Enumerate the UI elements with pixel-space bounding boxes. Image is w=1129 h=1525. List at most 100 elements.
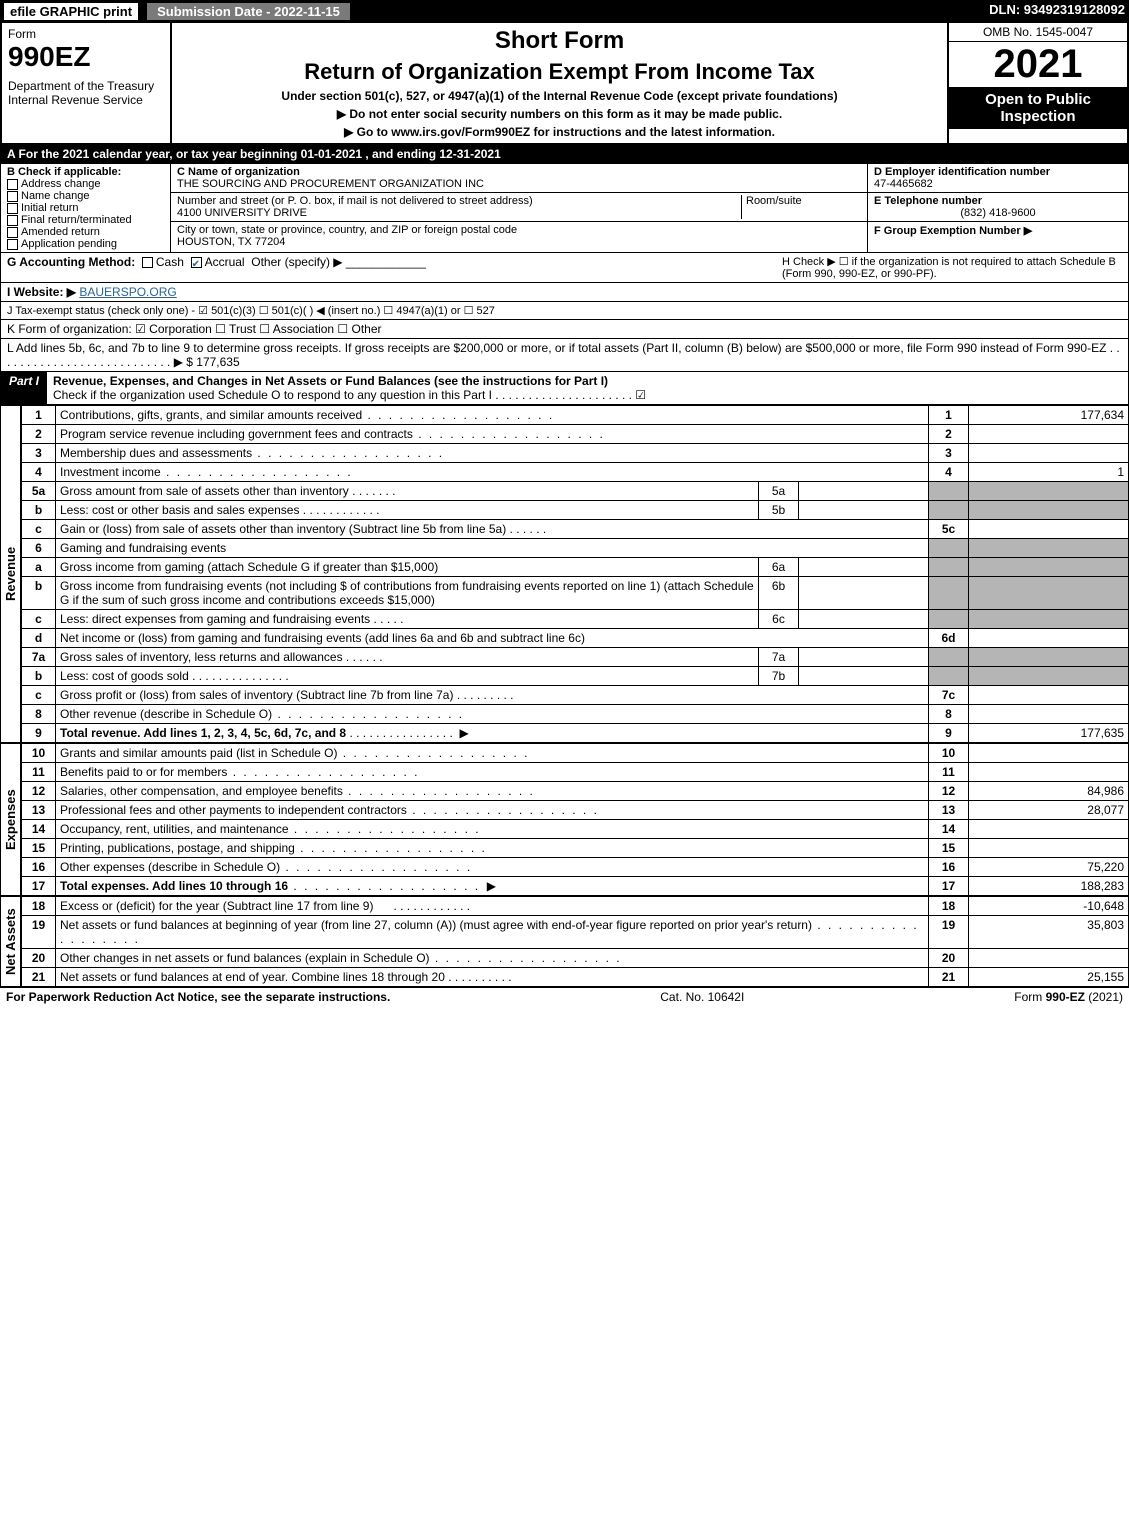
efile-print-label[interactable]: efile GRAPHIC print: [4, 3, 138, 20]
netassets-vert-label: Net Assets: [0, 896, 21, 987]
city-label: City or town, state or province, country…: [177, 224, 517, 236]
checkbox-initial-return[interactable]: Initial return: [7, 202, 164, 214]
under-section-text: Under section 501(c), 527, or 4947(a)(1)…: [178, 89, 941, 103]
g-accrual[interactable]: Accrual: [205, 255, 245, 269]
line-17: 17Total expenses. Add lines 10 through 1…: [22, 877, 1129, 896]
line-13: 13Professional fees and other payments t…: [22, 801, 1129, 820]
h-schedule-b-note: H Check ▶ ☐ if the organization is not r…: [782, 255, 1122, 280]
g-label: G Accounting Method:: [7, 255, 135, 269]
part1-check-o: Check if the organization used Schedule …: [53, 388, 646, 402]
line-7c: cGross profit or (loss) from sales of in…: [22, 686, 1129, 705]
line-8: 8Other revenue (describe in Schedule O)8: [22, 705, 1129, 724]
header-mid: Short Form Return of Organization Exempt…: [172, 23, 947, 143]
tax-year: 2021: [949, 42, 1127, 87]
line-20: 20Other changes in net assets or fund ba…: [22, 949, 1129, 968]
return-title: Return of Organization Exempt From Incom…: [178, 59, 941, 85]
checkbox-application-pending[interactable]: Application pending: [7, 238, 164, 250]
line-7a: 7aGross sales of inventory, less returns…: [22, 648, 1129, 667]
line-11: 11Benefits paid to or for members11: [22, 763, 1129, 782]
col-b-heading: B Check if applicable:: [7, 166, 121, 178]
checkbox-final-return[interactable]: Final return/terminated: [7, 214, 164, 226]
line-5b: bLess: cost or other basis and sales exp…: [22, 501, 1129, 520]
e-label: E Telephone number: [874, 195, 982, 207]
line-1: 1Contributions, gifts, grants, and simil…: [22, 406, 1129, 425]
goto-link-text[interactable]: ▶ Go to www.irs.gov/Form990EZ for instru…: [178, 125, 941, 139]
part1-title: Revenue, Expenses, and Changes in Net As…: [53, 374, 608, 388]
footer-right: Form 990-EZ (2021): [1014, 990, 1123, 1004]
open-public-badge: Open to Public Inspection: [949, 87, 1127, 129]
line-18: 18Excess or (deficit) for the year (Subt…: [22, 897, 1129, 916]
short-form-title: Short Form: [178, 27, 941, 55]
top-bar: efile GRAPHIC print Submission Date - 20…: [0, 0, 1129, 23]
page-footer: For Paperwork Reduction Act Notice, see …: [0, 987, 1129, 1006]
line-19: 19Net assets or fund balances at beginni…: [22, 916, 1129, 949]
line-3: 3Membership dues and assessments3: [22, 444, 1129, 463]
dept-treasury: Department of the Treasury Internal Reve…: [8, 79, 164, 107]
line-12: 12Salaries, other compensation, and empl…: [22, 782, 1129, 801]
c-label: C Name of organization: [177, 166, 300, 178]
l-text: L Add lines 5b, 6c, and 7b to line 9 to …: [7, 341, 1122, 369]
line-6d: dNet income or (loss) from gaming and fu…: [22, 629, 1129, 648]
g-h-row: G Accounting Method: Cash Accrual Other …: [0, 253, 1129, 283]
form-header: Form 990EZ Department of the Treasury In…: [0, 23, 1129, 145]
footer-mid: Cat. No. 10642I: [660, 990, 744, 1004]
form-word: Form: [8, 27, 164, 41]
website-link[interactable]: BAUERSPO.ORG: [79, 285, 176, 299]
line-14: 14Occupancy, rent, utilities, and mainte…: [22, 820, 1129, 839]
line-10: 10Grants and similar amounts paid (list …: [22, 744, 1129, 763]
omb-number: OMB No. 1545-0047: [949, 23, 1127, 42]
header-right: OMB No. 1545-0047 2021 Open to Public In…: [947, 23, 1127, 143]
form-number: 990EZ: [8, 41, 164, 73]
line-4: 4Investment income41: [22, 463, 1129, 482]
dln-label: DLN: 93492319128092: [989, 2, 1125, 21]
part1-header-row: Part I Revenue, Expenses, and Changes in…: [0, 372, 1129, 405]
expenses-vert-label: Expenses: [0, 743, 21, 896]
col-d-ein-phone: D Employer identification number 47-4465…: [868, 164, 1128, 252]
g-cash[interactable]: Cash: [156, 255, 184, 269]
l-gross-receipts-row: L Add lines 5b, 6c, and 7b to line 9 to …: [0, 339, 1129, 372]
revenue-table: 1Contributions, gifts, grants, and simil…: [21, 405, 1129, 743]
street-value: 4100 UNIVERSITY DRIVE: [177, 207, 307, 219]
net-assets-section: Net Assets 18Excess or (deficit) for the…: [0, 896, 1129, 987]
line-6: 6Gaming and fundraising events: [22, 539, 1129, 558]
line-15: 15Printing, publications, postage, and s…: [22, 839, 1129, 858]
k-text: K Form of organization: ☑ Corporation ☐ …: [7, 322, 382, 336]
i-label: I Website: ▶: [7, 285, 76, 299]
line-6b: bGross income from fundraising events (n…: [22, 577, 1129, 610]
checkbox-name-change[interactable]: Name change: [7, 190, 164, 202]
line-21: 21Net assets or fund balances at end of …: [22, 968, 1129, 987]
j-text: J Tax-exempt status (check only one) - ☑…: [7, 304, 495, 317]
netassets-table: 18Excess or (deficit) for the year (Subt…: [21, 896, 1129, 987]
header-left: Form 990EZ Department of the Treasury In…: [2, 23, 172, 143]
section-bcd-row: B Check if applicable: Address change Na…: [0, 164, 1129, 253]
col-c-org-info: C Name of organization THE SOURCING AND …: [171, 164, 868, 252]
checkbox-address-change[interactable]: Address change: [7, 178, 164, 190]
line-9: 9Total revenue. Add lines 1, 2, 3, 4, 5c…: [22, 724, 1129, 743]
line-2: 2Program service revenue including gover…: [22, 425, 1129, 444]
j-tax-exempt-row: J Tax-exempt status (check only one) - ☑…: [0, 302, 1129, 320]
revenue-vert-label: Revenue: [0, 405, 21, 743]
line-16: 16Other expenses (describe in Schedule O…: [22, 858, 1129, 877]
part1-label: Part I: [1, 372, 47, 404]
line-5a: 5aGross amount from sale of assets other…: [22, 482, 1129, 501]
street-label: Number and street (or P. O. box, if mail…: [177, 195, 533, 207]
line-6c: cLess: direct expenses from gaming and f…: [22, 610, 1129, 629]
col-b-check-applicable: B Check if applicable: Address change Na…: [1, 164, 171, 252]
footer-left: For Paperwork Reduction Act Notice, see …: [6, 990, 390, 1004]
checkbox-amended-return[interactable]: Amended return: [7, 226, 164, 238]
section-a-calendar-year: A For the 2021 calendar year, or tax yea…: [0, 145, 1129, 164]
line-6a: aGross income from gaming (attach Schedu…: [22, 558, 1129, 577]
i-website-row: I Website: ▶ BAUERSPO.ORG: [0, 283, 1129, 302]
f-label: F Group Exemption Number ▶: [874, 225, 1032, 237]
g-other[interactable]: Other (specify) ▶: [251, 255, 342, 269]
d-label: D Employer identification number: [874, 166, 1050, 178]
do-not-enter-text: ▶ Do not enter social security numbers o…: [178, 107, 941, 121]
room-label: Room/suite: [746, 195, 802, 207]
phone-value: (832) 418-9600: [874, 207, 1122, 219]
expenses-table: 10Grants and similar amounts paid (list …: [21, 743, 1129, 896]
ein-value: 47-4465682: [874, 178, 933, 190]
line-7b: bLess: cost of goods sold . . . . . . . …: [22, 667, 1129, 686]
expenses-section: Expenses 10Grants and similar amounts pa…: [0, 743, 1129, 896]
submission-date-label: Submission Date - 2022-11-15: [146, 2, 351, 21]
revenue-section: Revenue 1Contributions, gifts, grants, a…: [0, 405, 1129, 743]
